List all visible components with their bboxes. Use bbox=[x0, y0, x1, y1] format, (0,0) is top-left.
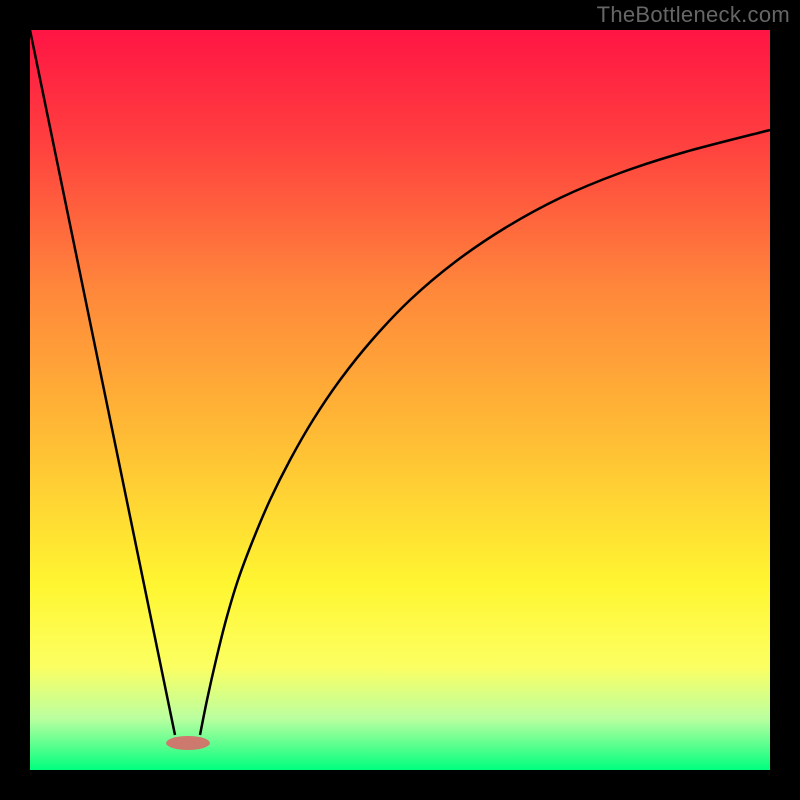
watermark-text: TheBottleneck.com bbox=[597, 2, 790, 28]
chart-plot-background bbox=[30, 30, 770, 770]
chart-container: TheBottleneck.com bbox=[0, 0, 800, 800]
bottleneck-chart bbox=[0, 0, 800, 800]
minimum-marker bbox=[166, 736, 210, 750]
